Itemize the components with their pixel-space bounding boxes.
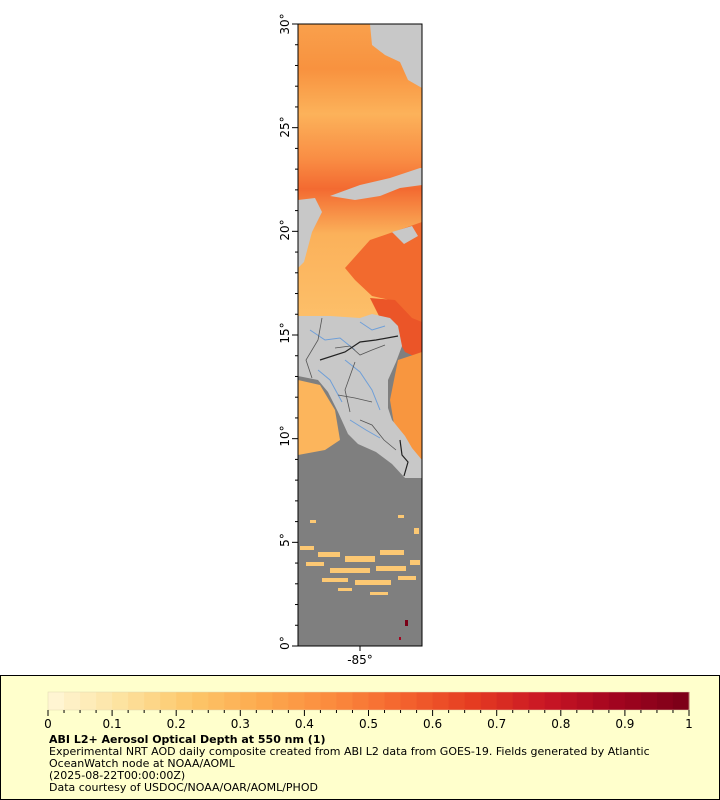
colorbar-cell <box>336 692 353 710</box>
aod-scatter-south <box>300 515 420 595</box>
colorbar-cell <box>48 692 65 710</box>
colorbar-cell <box>224 692 241 710</box>
lat-tick-label-5: 5° <box>278 533 292 547</box>
colorbar-cell <box>496 692 514 710</box>
colorbar-cell <box>464 692 482 710</box>
aod-field-east <box>390 352 422 468</box>
colorbar-cell <box>240 692 257 710</box>
colorbar-tick-label: 0.4 <box>295 717 314 731</box>
colorbar-cell <box>592 692 610 710</box>
colorbar-tick-label: 0.3 <box>231 717 250 731</box>
colorbar-cell <box>256 692 273 710</box>
colorbar-cell <box>384 692 402 710</box>
colorbar-cell <box>512 692 530 710</box>
legend-title: ABI L2+ Aerosol Optical Depth at 550 nm … <box>49 733 326 746</box>
colorbar-cell <box>144 692 161 710</box>
colorbar-cell <box>192 692 209 710</box>
colorbar-ticks: 0 0.1 0.2 0.3 0.4 0.5 0.6 0.7 0.8 0.9 1 <box>44 710 693 731</box>
colorbar-cell <box>64 692 81 710</box>
colorbar-cell <box>176 692 193 710</box>
colorbar-tick-label: 0.7 <box>487 717 506 731</box>
colorbar-cell <box>160 692 177 710</box>
country-borders <box>305 317 397 451</box>
legend-panel: 0 0.1 0.2 0.3 0.4 0.5 0.6 0.7 0.8 0.9 1 ABI L2+ Ae… <box>0 675 720 800</box>
colorbar-tick-label: 0.8 <box>551 717 570 731</box>
colorbar-cell <box>400 692 418 710</box>
aod-plume-high <box>345 222 422 330</box>
colorbar-cell <box>288 692 305 710</box>
major-borders <box>319 335 409 477</box>
colorbar-cell <box>480 692 498 710</box>
colorbar-cell <box>208 692 225 710</box>
lat-tick-label-25: 25° <box>278 116 292 137</box>
lon-tick-label: -85° <box>347 653 373 667</box>
colorbar-cell <box>528 692 546 710</box>
colorbar-cell <box>544 692 562 710</box>
lat-tick-label-15: 15° <box>278 322 292 343</box>
map-area: -85° 0° 5° 10° 15° 20° 25° 30° <box>278 13 423 667</box>
aod-hotspot-2 <box>399 637 401 640</box>
colorbar-tick-label: 0.9 <box>615 717 634 731</box>
colorbar-cell <box>624 692 642 710</box>
lat-tick-label-30: 30° <box>278 13 292 34</box>
land-yucatan <box>298 198 322 268</box>
colorbar-cell <box>128 692 145 710</box>
colorbar-cell <box>656 692 674 710</box>
legend-description-line2: OceanWatch node at NOAA/AOML <box>49 757 235 770</box>
colorbar-cells <box>48 692 690 710</box>
colorbar-cell <box>560 692 578 710</box>
colorbar-cell <box>432 692 450 710</box>
colorbar-cell <box>96 692 113 710</box>
colorbar-cell <box>672 692 690 710</box>
colorbar-cell <box>272 692 289 710</box>
lat-tick-label-20: 20° <box>278 219 292 240</box>
colorbar-tick-label: 0.5 <box>359 717 378 731</box>
map-plot <box>298 24 422 646</box>
aod-field-southwest <box>298 380 340 455</box>
legend-date: (2025-08-22T00:00:00Z) <box>49 769 186 782</box>
colorbar-cell <box>448 692 466 710</box>
lat-tick-label-10: 10° <box>278 425 292 446</box>
land-cuba <box>330 168 422 200</box>
land-island <box>392 226 418 244</box>
colorbar-cell <box>576 692 594 710</box>
colorbar-cell <box>416 692 434 710</box>
colorbar-cell <box>608 692 626 710</box>
colorbar-tick-label: 1 <box>685 717 693 731</box>
colorbar-cell <box>368 692 386 710</box>
lat-tick-label-0: 0° <box>278 636 292 650</box>
colorbar-cell <box>80 692 97 710</box>
land-north <box>370 24 422 88</box>
legend-description-line1: Experimental NRT AOD daily composite cre… <box>49 745 650 758</box>
land-central-america <box>298 314 422 478</box>
colorbar-cell <box>320 692 337 710</box>
lat-ticks <box>292 23 298 647</box>
colorbar-cell <box>352 692 369 710</box>
legend-credit: Data courtesy of USDOC/NOAA/OAR/AOML/PHO… <box>49 781 318 794</box>
colorbar-tick-label: 0.1 <box>103 717 122 731</box>
colorbar: 0 0.1 0.2 0.3 0.4 0.5 0.6 0.7 0.8 0.9 1 <box>44 691 693 731</box>
aod-hotspot <box>405 620 408 626</box>
rivers <box>309 321 386 439</box>
colorbar-tick-label: 0 <box>44 717 52 731</box>
colorbar-tick-label: 0.6 <box>423 717 442 731</box>
colorbar-cell <box>304 692 321 710</box>
colorbar-cell <box>112 692 129 710</box>
colorbar-tick-label: 0.2 <box>167 717 186 731</box>
colorbar-cell <box>640 692 658 710</box>
